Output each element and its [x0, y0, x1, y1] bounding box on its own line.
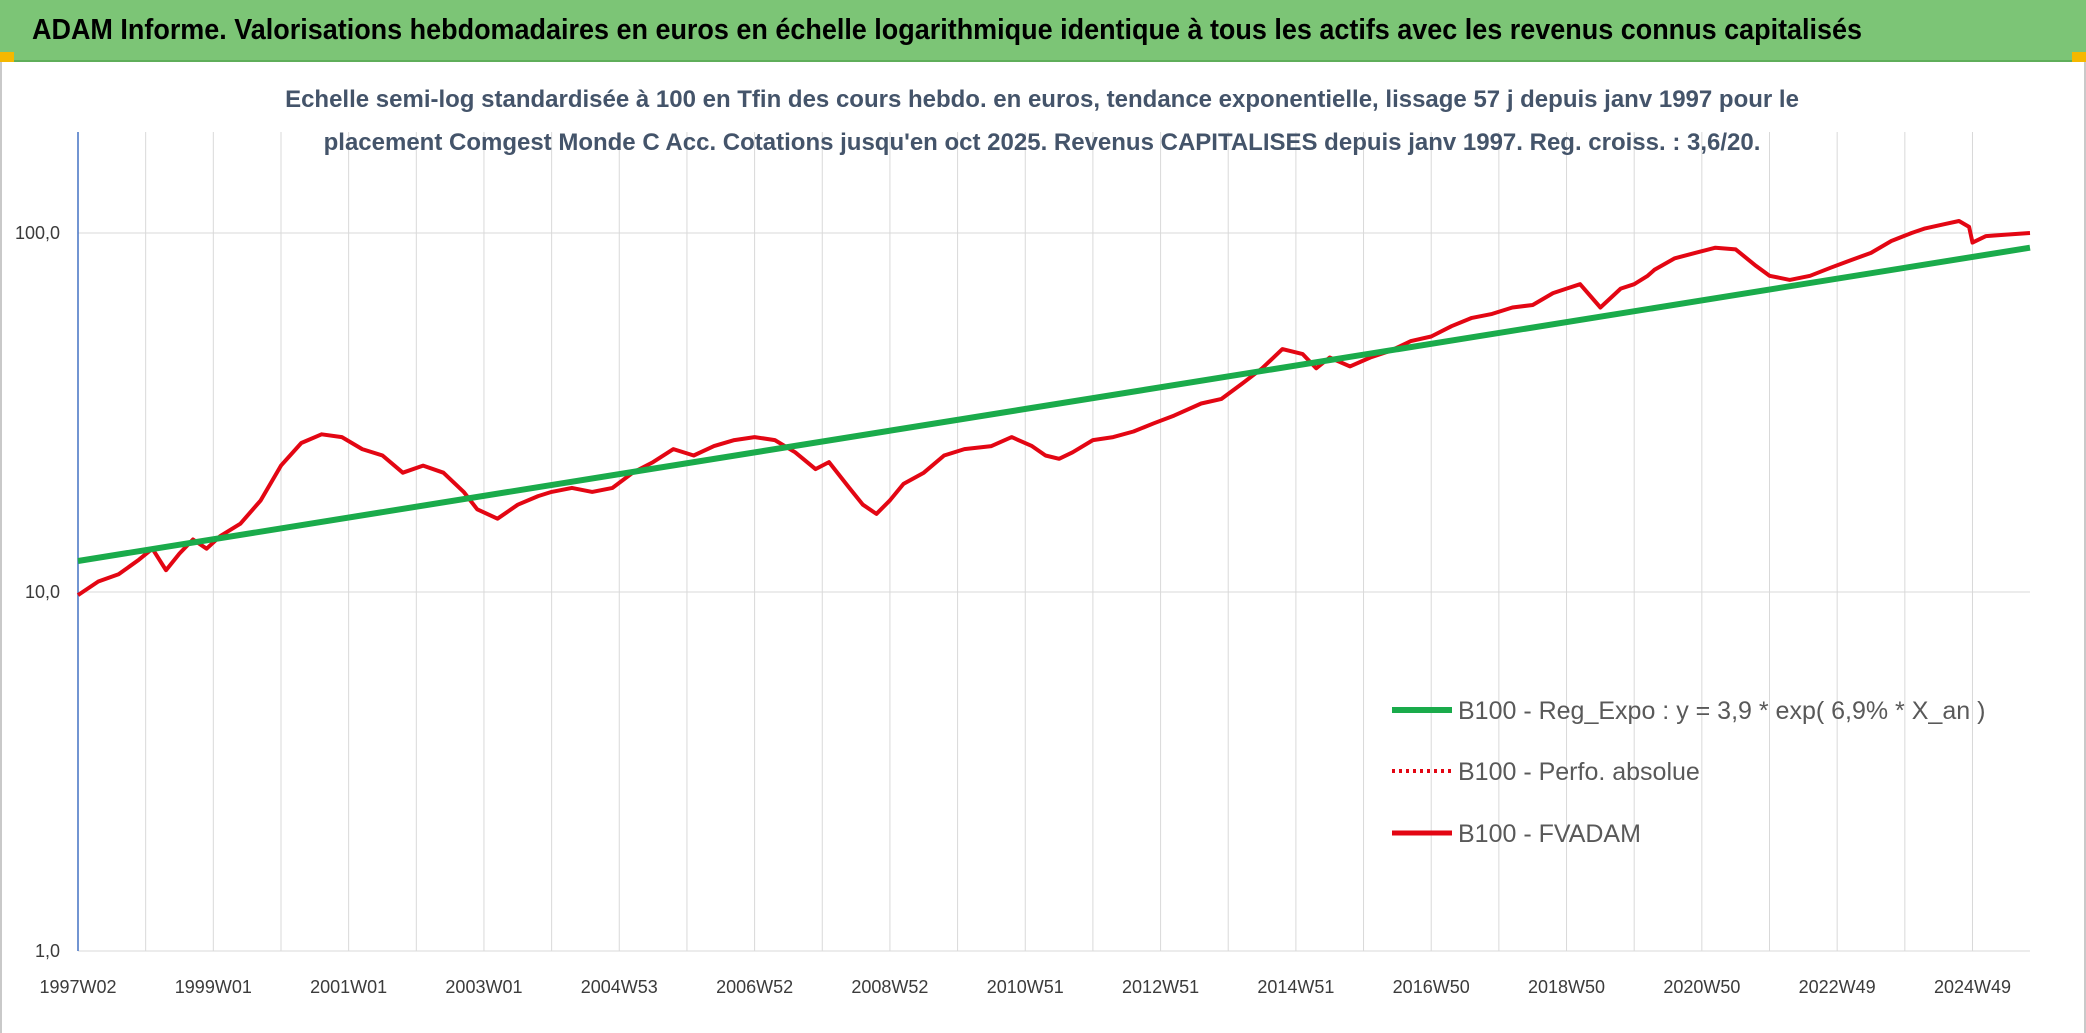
y-tick-label: 100,0	[15, 223, 60, 243]
x-tick-label: 2004W53	[581, 977, 658, 997]
x-grid	[77, 132, 1973, 951]
y-tick-label: 1,0	[35, 941, 60, 961]
x-axis-ticks: 1997W02 1999W01 2001W01 2003W01 2004W53 2006W…	[39, 977, 2011, 997]
corner-marker-right	[2072, 52, 2086, 62]
chart-subtitle-line-1: Echelle semi-log standardisée à 100 en T…	[285, 86, 1799, 113]
legend: B100 - Reg_Expo : y = 3,9 * exp( 6,9% * …	[1392, 697, 1985, 848]
x-tick-label: 2006W52	[716, 977, 793, 997]
y-grid	[78, 232, 2030, 952]
x-tick-label: 2012W51	[1122, 977, 1199, 997]
corner-marker-left	[0, 52, 14, 62]
series-fvadam-line	[76, 219, 2031, 597]
x-tick-label: 2016W50	[1393, 977, 1470, 997]
x-tick-label: 2001W01	[310, 977, 387, 997]
x-tick-label: 2010W51	[987, 977, 1064, 997]
y-axis-ticks: 1,0 10,0 100,0	[15, 223, 60, 961]
header-bar: ADAM Informe. Valorisations hebdomadaire…	[0, 0, 2086, 62]
x-tick-label: 2018W50	[1528, 977, 1605, 997]
legend-label-fvadam: B100 - FVADAM	[1458, 820, 1641, 848]
x-tick-label: 1999W01	[175, 977, 252, 997]
chart: Echelle semi-log standardisée à 100 en T…	[15, 86, 2031, 997]
series-regression-line	[77, 244, 2031, 564]
chart-subtitle-line-2: placement Comgest Monde C Acc. Cotations…	[324, 129, 1761, 156]
x-tick-label: 2020W50	[1663, 977, 1740, 997]
x-tick-label: 1997W02	[39, 977, 116, 997]
x-tick-label: 2003W01	[445, 977, 522, 997]
x-tick-label: 2008W52	[851, 977, 928, 997]
x-tick-label: 2022W49	[1799, 977, 1876, 997]
legend-label-perfo: B100 - Perfo. absolue	[1458, 758, 1700, 786]
legend-label-regression: B100 - Reg_Expo : y = 3,9 * exp( 6,9% * …	[1458, 697, 1985, 725]
x-tick-label: 2024W49	[1934, 977, 2011, 997]
x-tick-label: 2014W51	[1257, 977, 1334, 997]
y-tick-label: 10,0	[25, 582, 60, 602]
header-title: ADAM Informe. Valorisations hebdomadaire…	[32, 14, 1863, 46]
chart-frame: Echelle semi-log standardisée à 100 en T…	[0, 62, 2086, 1033]
